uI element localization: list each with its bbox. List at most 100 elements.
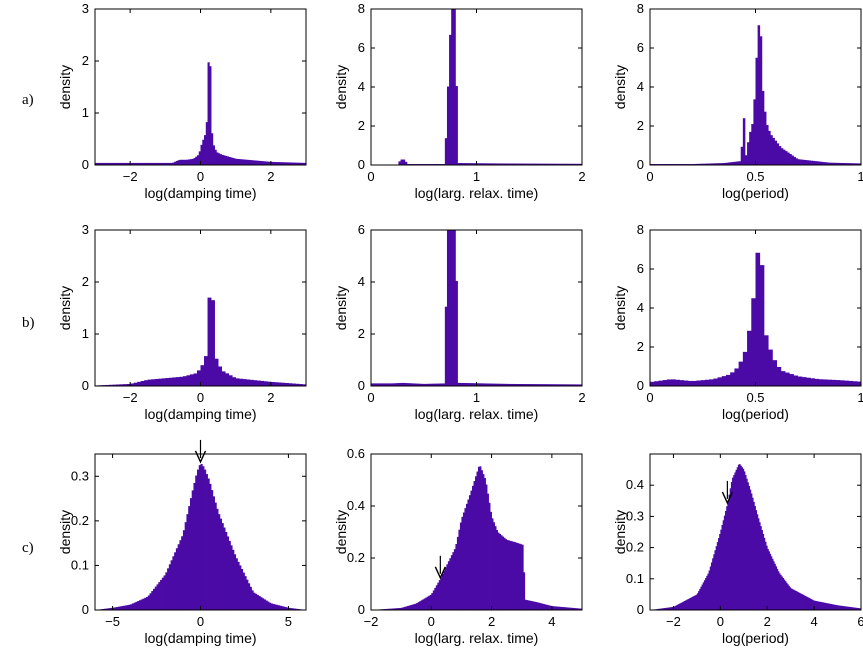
x-tick-label: 1 — [857, 169, 863, 184]
bar — [687, 380, 693, 386]
bar — [119, 162, 122, 165]
bar — [668, 607, 671, 610]
bar — [438, 580, 441, 610]
bar — [142, 162, 145, 165]
bar — [398, 383, 401, 386]
bar — [188, 506, 191, 610]
bar — [422, 599, 425, 610]
bar — [533, 384, 536, 386]
bar — [290, 162, 293, 165]
x-tick-label: 0.5 — [746, 390, 764, 405]
bar — [184, 522, 187, 610]
bar — [814, 378, 820, 386]
x-tick-label: 6 — [857, 614, 863, 629]
bar — [797, 592, 800, 610]
bar — [402, 607, 405, 610]
bar — [244, 576, 247, 610]
bar — [692, 596, 694, 610]
bar — [237, 561, 240, 610]
bar — [476, 471, 479, 610]
x-tick-label: −5 — [105, 614, 120, 629]
bar — [573, 384, 577, 386]
bar — [158, 162, 161, 165]
bar — [547, 605, 550, 610]
bar — [560, 606, 563, 610]
axes-frame — [370, 453, 583, 611]
bar — [147, 162, 150, 165]
y-tick-label: 2 — [637, 118, 644, 133]
bar — [420, 600, 423, 610]
bar — [426, 596, 429, 610]
bar — [444, 567, 447, 610]
bar — [450, 555, 453, 610]
bar — [242, 159, 245, 165]
histogram-panel: −5 0 5 0 0.1 0.2 0.3 log(damping time) density — [57, 439, 307, 646]
bar — [423, 598, 426, 610]
y-tick-label: 6 — [637, 261, 644, 276]
bar — [798, 592, 801, 610]
bar — [776, 143, 780, 165]
bar — [565, 607, 568, 610]
bar — [546, 163, 549, 165]
y-tick-label: 1 — [82, 105, 89, 120]
bar — [701, 584, 704, 610]
y-tick-label: 0.2 — [626, 540, 644, 555]
bar — [130, 604, 133, 610]
bar — [526, 600, 529, 610]
y-tick-label: 0 — [358, 157, 365, 172]
bar — [515, 542, 518, 610]
bar — [536, 602, 539, 610]
bar — [482, 474, 485, 610]
y-tick-label: 0.1 — [626, 571, 644, 586]
bar — [398, 161, 401, 165]
bar — [221, 523, 224, 610]
bar — [846, 606, 849, 610]
bar — [228, 156, 231, 165]
bar — [186, 159, 189, 165]
bar — [747, 482, 749, 610]
bar — [848, 380, 853, 386]
bar — [501, 163, 505, 165]
bar — [858, 163, 861, 165]
bar — [223, 155, 226, 165]
bar — [482, 163, 486, 165]
bar — [508, 540, 511, 610]
bars — [650, 464, 861, 610]
bar — [247, 583, 251, 610]
bar — [272, 161, 275, 165]
bar — [721, 163, 725, 165]
bar — [302, 384, 306, 386]
bar — [461, 163, 465, 165]
bar — [297, 162, 300, 165]
bar — [754, 506, 756, 610]
bar — [512, 163, 515, 165]
bar — [742, 468, 745, 610]
bar — [249, 160, 252, 165]
bar — [446, 564, 449, 610]
bar — [161, 162, 164, 165]
y-axis-label: density — [333, 65, 349, 109]
bar — [839, 162, 843, 165]
bar — [110, 607, 113, 610]
bar — [417, 383, 420, 386]
x-tick-label: −2 — [123, 390, 138, 405]
bar — [182, 530, 186, 610]
bar — [751, 124, 754, 165]
bar — [516, 383, 520, 386]
bar — [858, 608, 861, 610]
bar — [728, 494, 731, 610]
bar — [158, 582, 161, 610]
bar — [440, 577, 443, 610]
bar — [747, 142, 750, 165]
bar — [240, 568, 244, 610]
bar — [799, 159, 803, 165]
bar — [298, 384, 303, 386]
bar — [270, 381, 275, 386]
bar — [850, 607, 853, 610]
bar — [685, 600, 687, 610]
bar — [455, 280, 458, 386]
bar — [531, 384, 534, 386]
bar — [520, 384, 524, 386]
bar — [484, 383, 488, 386]
bar — [302, 162, 305, 165]
